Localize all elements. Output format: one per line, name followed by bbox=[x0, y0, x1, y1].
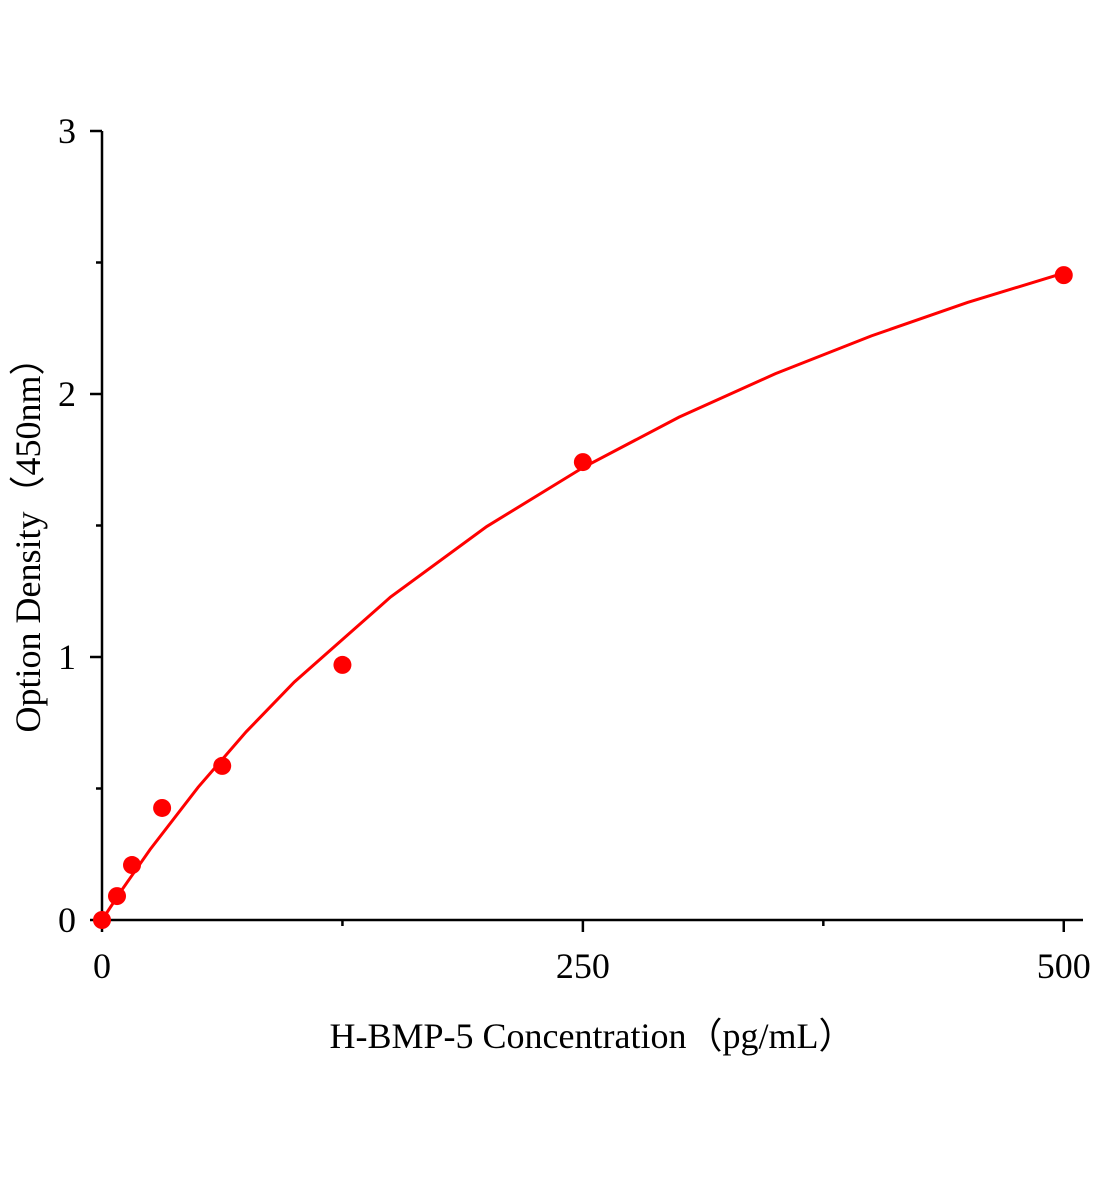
y-tick-label: 0 bbox=[58, 900, 76, 940]
y-tick-label: 3 bbox=[58, 111, 76, 151]
data-point bbox=[213, 756, 232, 775]
x-axis-label: H-BMP-5 Concentration（pg/mL） bbox=[330, 1016, 855, 1056]
x-tick-label: 500 bbox=[1037, 946, 1091, 986]
data-point bbox=[153, 798, 172, 817]
y-tick-label: 2 bbox=[58, 374, 76, 414]
data-point bbox=[333, 655, 352, 674]
y-axis-label: Option Density（450nm） bbox=[8, 340, 48, 733]
x-tick-label: 0 bbox=[93, 946, 111, 986]
fit-curve bbox=[100, 271, 1065, 921]
data-point bbox=[1054, 266, 1073, 285]
y-tick-label: 1 bbox=[58, 637, 76, 677]
x-tick-label: 250 bbox=[556, 946, 610, 986]
